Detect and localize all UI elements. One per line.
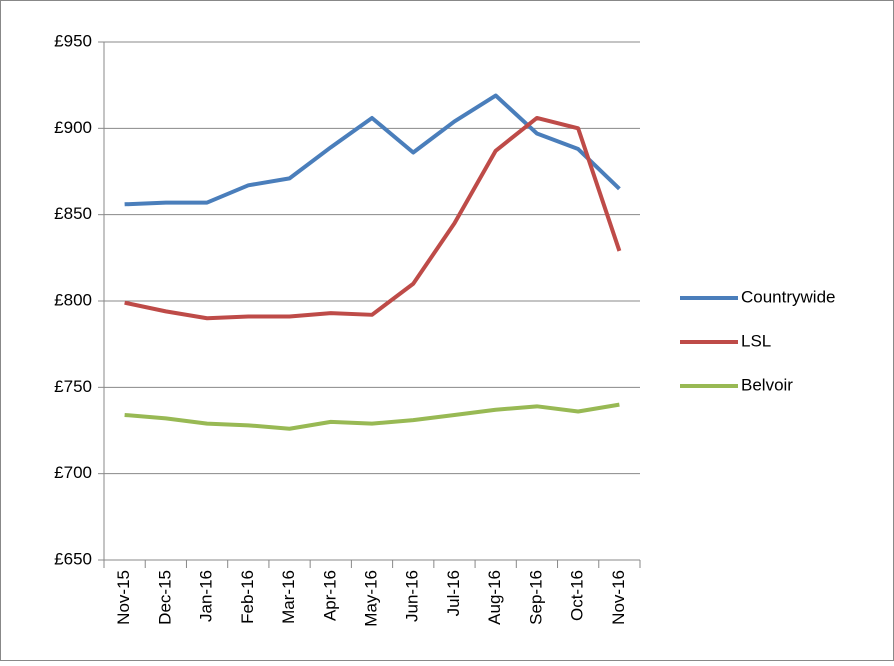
legend-label: Belvoir [741, 375, 793, 394]
x-tick-label: Nov-15 [114, 570, 133, 625]
legend-label: LSL [741, 331, 771, 350]
x-tick-label: Jan-16 [197, 570, 216, 622]
x-tick-label: Jul-16 [444, 570, 463, 616]
legend-label: Countrywide [741, 287, 836, 306]
y-tick-label: £800 [54, 290, 92, 309]
x-tick-label: Aug-16 [485, 570, 504, 625]
series-line [124, 93, 621, 207]
x-tick-label: Nov-16 [609, 570, 628, 625]
y-tick-label: £650 [54, 549, 92, 568]
series-line [124, 115, 622, 321]
x-tick-label: Mar-16 [279, 570, 298, 624]
x-tick-label: Apr-16 [320, 570, 339, 621]
x-tick-label: Feb-16 [238, 570, 257, 624]
y-tick-label: £750 [54, 377, 92, 396]
x-tick-label: Sep-16 [526, 570, 545, 625]
series-line [124, 402, 620, 431]
x-tick-label: Dec-15 [155, 570, 174, 625]
y-tick-label: £900 [54, 118, 92, 137]
y-tick-label: £700 [54, 463, 92, 482]
x-tick-label: Jun-16 [403, 570, 422, 622]
x-tick-label: May-16 [361, 570, 380, 627]
x-tick-label: Oct-16 [568, 570, 587, 621]
y-tick-label: £850 [54, 204, 92, 223]
y-tick-label: £950 [54, 31, 92, 50]
